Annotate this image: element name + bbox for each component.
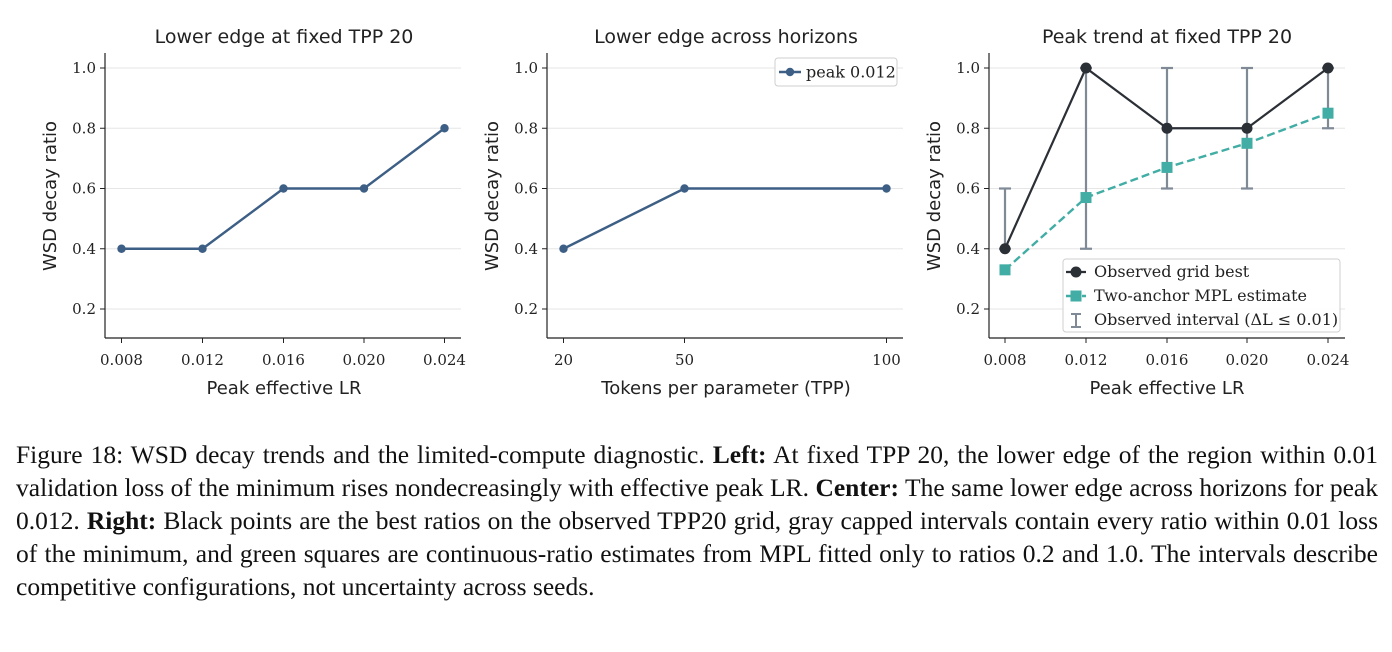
data-point (680, 184, 689, 193)
y-axis-label: WSD decay ratio (482, 121, 503, 271)
legend-entry: Observed grid best (1094, 262, 1250, 281)
mpl-point (1241, 137, 1253, 149)
caption-left-text: At fixed TPP 20, the lower edge of the r… (16, 440, 1378, 502)
best-point (1161, 122, 1173, 134)
best-point (1080, 62, 1092, 74)
y-tick-label: 0.6 (956, 180, 980, 198)
caption-right-head: Right: (86, 506, 157, 535)
y-axis-label: WSD decay ratio (40, 121, 61, 271)
series-line (562, 187, 887, 250)
x-tick-label: 50 (675, 351, 694, 369)
legend-marker (785, 67, 795, 77)
x-tick-label: 0.024 (423, 351, 466, 369)
x-tick-label: 0.008 (984, 351, 1027, 369)
data-point (117, 244, 126, 253)
best-point (1322, 62, 1334, 74)
mpl-point (1080, 192, 1092, 204)
panel-center: Lower edge across horizons Tokens per pa… (482, 26, 903, 399)
legend-entry: peak 0.012 (806, 63, 896, 82)
x-axis-label: Peak effective LR (207, 378, 362, 399)
best-point (1241, 122, 1253, 134)
y-tick-label: 0.6 (72, 180, 96, 198)
x-tick-label: 0.024 (1307, 351, 1350, 369)
chart-title: Lower edge across horizons (594, 26, 858, 48)
mpl-point (1322, 107, 1334, 119)
chart-title: Lower edge at fixed TPP 20 (155, 26, 414, 48)
data-point (559, 244, 568, 253)
panel-right: Peak trend at fixed TPP 20 Peak effectiv… (924, 26, 1349, 399)
legend-entry: Observed interval (ΔL ≤ 0.01) (1094, 310, 1338, 329)
caption-center-text: The same lower edge across horizons for … (16, 473, 1378, 535)
x-tick-label: 20 (554, 351, 573, 369)
x-tick-label: 0.012 (1065, 351, 1108, 369)
x-tick-label: 0.016 (1146, 351, 1189, 369)
y-tick-label: 0.4 (72, 240, 96, 258)
y-tick-label: 0.8 (72, 119, 96, 137)
caption-center-head: Center: (815, 473, 899, 502)
best-point (999, 243, 1011, 255)
caption-intro: WSD decay trends and the limited-compute… (123, 440, 713, 469)
panel-left: Lower edge at fixed TPP 20 Peak effectiv… (40, 26, 466, 399)
x-tick-label: 0.016 (262, 351, 305, 369)
legend-box (1062, 258, 1341, 333)
figure: Lower edge at fixed TPP 20 Peak effectiv… (40, 26, 1349, 399)
y-tick-label: 0.2 (956, 300, 980, 318)
caption-right-text: Black points are the best ratios on the … (16, 506, 1378, 601)
legend-marker (1070, 290, 1082, 302)
x-tick-label: 0.012 (181, 351, 224, 369)
y-tick-label: 0.2 (72, 300, 96, 318)
x-tick-label: 0.008 (100, 351, 143, 369)
y-tick-label: 1.0 (956, 59, 980, 77)
data-point (198, 244, 207, 253)
caption-label: Figure 18: (16, 440, 124, 469)
mpl-point (999, 264, 1011, 276)
y-tick-label: 0.2 (514, 300, 538, 318)
legend-marker (1070, 266, 1082, 278)
y-tick-label: 1.0 (514, 59, 538, 77)
figure-caption: Figure 18: WSD decay trends and the limi… (16, 438, 1378, 603)
y-tick-label: 0.4 (956, 240, 980, 258)
legend-entry: Two-anchor MPL estimate (1094, 286, 1307, 305)
y-tick-label: 0.8 (514, 119, 538, 137)
chart-title: Peak trend at fixed TPP 20 (1042, 26, 1292, 48)
mpl-point (1161, 161, 1173, 173)
x-tick-label: 0.020 (1226, 351, 1269, 369)
x-axis-label: Peak effective LR (1090, 378, 1245, 399)
y-tick-label: 0.8 (956, 119, 980, 137)
data-point (882, 184, 891, 193)
data-point (440, 124, 449, 133)
y-tick-label: 0.6 (514, 180, 538, 198)
caption-left-head: Left: (712, 440, 767, 469)
y-tick-label: 1.0 (72, 59, 96, 77)
data-point (359, 184, 369, 193)
data-point (279, 184, 288, 193)
x-tick-label: 100 (872, 351, 901, 369)
x-axis-label: Tokens per parameter (TPP) (600, 378, 850, 399)
y-axis-label: WSD decay ratio (924, 121, 945, 271)
y-tick-label: 0.4 (514, 240, 538, 258)
legend-box (774, 57, 898, 87)
x-tick-label: 0.020 (343, 351, 386, 369)
